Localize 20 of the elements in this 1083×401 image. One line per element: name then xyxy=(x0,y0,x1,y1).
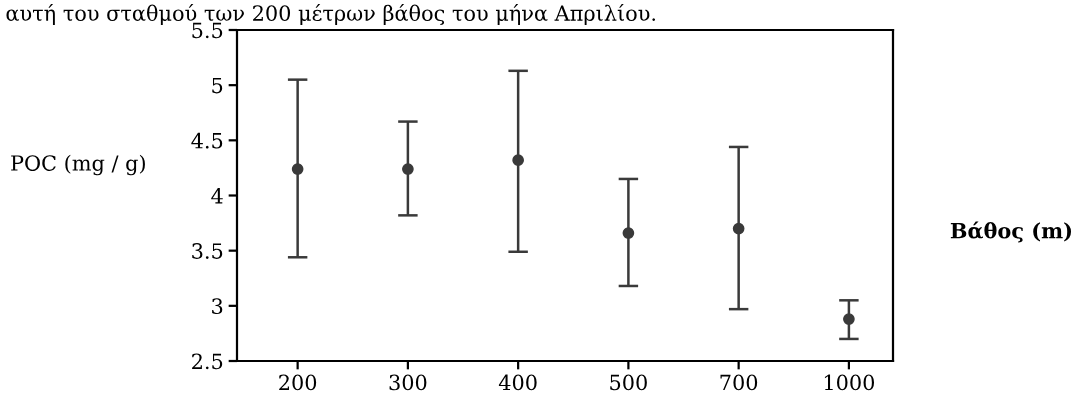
y-tick-label: 5 xyxy=(212,77,223,94)
point xyxy=(291,163,304,175)
y-tick-label: 2.5 xyxy=(192,353,223,370)
y-tick-label: 3.5 xyxy=(192,243,223,259)
x-tick-label: 300 xyxy=(389,374,427,391)
y-tick-label: 3 xyxy=(212,298,223,315)
point xyxy=(512,154,524,167)
point xyxy=(732,222,745,235)
y-tick-label: 4 xyxy=(211,187,223,204)
x-axis-title: Βάθος (m) xyxy=(950,221,1072,243)
x-tick-label: 200 xyxy=(279,374,317,391)
x-tick-label: 500 xyxy=(610,374,647,391)
x-tick-label: 700 xyxy=(720,374,758,391)
point xyxy=(843,313,855,325)
point xyxy=(622,227,635,239)
x-tick-label: 1000 xyxy=(824,374,875,391)
y-axis-title: POC (mg / g) xyxy=(11,154,145,176)
point xyxy=(402,163,414,175)
y-tick-label: 4.5 xyxy=(191,132,223,149)
x-tick-label: 400 xyxy=(498,374,537,391)
